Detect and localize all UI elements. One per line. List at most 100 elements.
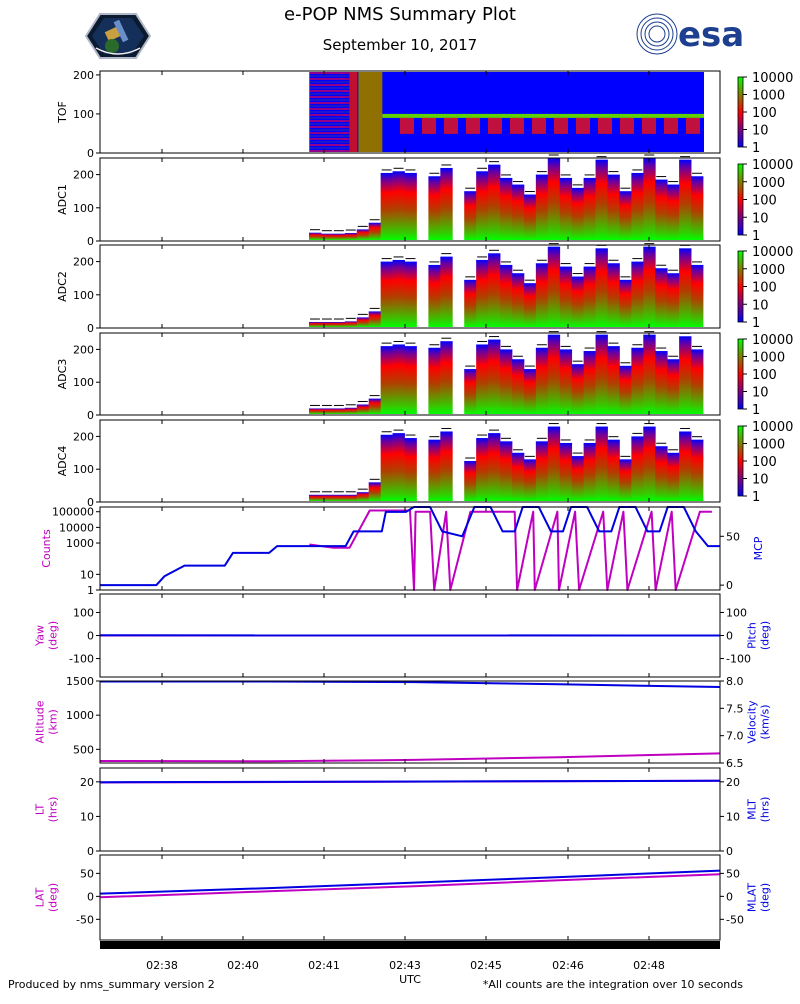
ylabel2-7-line-1: (km/s) [759,704,772,739]
ylabel2-6: Pitch(deg) [746,621,772,650]
spectro-column-1-17 [512,185,524,240]
spectro-column-2-8 [405,262,417,327]
ylabel-1: ADC1 [56,184,69,215]
ylabel-3: ADC3 [56,359,69,390]
panel-altitude-km: 500100015006.57.07.58.0Altitude(km)Veloc… [34,675,772,770]
figure-title: e-POP NMS Summary Plot [284,4,516,25]
spectro-column-3-17 [512,359,524,414]
spectro-column-2-0 [309,322,321,327]
spectro-column-1-15 [488,165,500,240]
spectro-column-3-1 [321,408,333,414]
spectro-column-4-5 [369,482,381,501]
colorbar-label-1-4: 1 [752,229,760,244]
spectro-column-3-26 [619,366,631,414]
colorbar-label-2-0: 10000 [752,245,793,260]
colorbar-label-4-1: 1000 [752,438,785,453]
y2tick-label-9-2: 50 [726,867,740,880]
ytick-label-8-0: 0 [87,845,94,858]
colorbar-label-3-0: 10000 [752,333,793,348]
spectro-column-1-28 [643,158,655,240]
panel-frame-7 [100,681,720,763]
spectro-column-1-18 [524,195,536,240]
spectro-column-4-27 [631,436,643,501]
tof-patch-13 [686,118,700,134]
spectro-column-1-13 [464,191,476,240]
spectro-column-4-28 [643,427,655,501]
spectro-column-1-4 [357,229,369,240]
colorbar-label-3-4: 1 [752,403,760,418]
tof-patch-12 [664,118,678,134]
spectro-column-4-0 [309,495,321,501]
spectro-column-3-29 [655,351,667,414]
spectro-column-4-26 [619,459,631,501]
ytick-label-2-1: 100 [73,289,94,302]
colorbar-label-4-0: 10000 [752,420,793,435]
colorbar-0 [738,77,743,147]
colorbar-label-3-3: 10 [752,386,769,401]
spectro-column-4-21 [560,443,572,501]
spectro-column-2-20 [548,247,560,327]
y2tick-label-5-1: 50 [726,530,740,543]
spectro-column-2-17 [512,273,524,327]
spectro-column-1-0 [309,233,321,240]
spectro-column-4-29 [655,446,667,501]
ytick-label-1-2: 200 [73,169,94,182]
spectro-column-4-20 [548,427,560,501]
ylabel-7-line-1: (km) [47,709,60,735]
ylabel-8: LT(hrs) [34,797,60,823]
ytick-label-0-0: 0 [87,147,94,160]
tof-red-block [349,72,357,152]
spectro-column-1-10 [428,176,440,240]
spectro-column-4-6 [381,435,393,501]
spectro-column-3-10 [428,348,440,414]
spectro-column-4-10 [428,440,440,501]
spectro-column-3-11 [440,341,452,414]
spectro-column-2-18 [524,283,536,327]
colorbar-label-0-4: 1 [752,141,760,156]
spectro-column-1-24 [596,160,608,240]
spectro-column-2-2 [333,322,345,327]
colorbar-label-2-2: 100 [752,281,777,296]
tof-patch-2 [444,118,458,134]
ylabel-9: LAT(deg) [34,883,60,912]
colorbar-2 [738,251,743,322]
spectro-column-2-28 [643,247,655,327]
colorbar-label-1-1: 1000 [752,176,785,191]
ytick-label-2-0: 0 [87,322,94,335]
ytick-label-5-2: 1000 [66,537,94,550]
xtick-label-4: 02:45 [470,959,502,972]
y2tick-label-8-2: 20 [726,776,740,789]
spectro-column-2-10 [428,265,440,327]
ytick-label-5-1: 10 [80,568,94,581]
spectro-column-1-1 [321,234,333,240]
series-5-0 [309,511,712,591]
spectro-column-2-16 [500,265,512,327]
tof-patch-4 [488,118,502,134]
spectro-column-1-14 [476,171,488,240]
y2tick-label-7-0: 6.5 [726,757,744,770]
spectro-column-4-7 [393,433,405,501]
colorbar-1 [738,164,743,235]
ylabel2-9-line-0: MLAT [746,883,759,913]
ylabel2-7: Velocity(km/s) [746,700,772,744]
spectro-column-2-19 [536,263,548,327]
spectro-column-2-14 [476,260,488,327]
ylabel-2: ADC2 [56,271,69,302]
y2tick-label-9-1: 0 [726,890,733,903]
spectro-column-2-32 [691,265,703,327]
spectro-column-4-22 [572,456,584,501]
spectro-column-1-3 [345,233,357,240]
spectro-column-2-27 [631,262,643,327]
y2tick-label-8-1: 10 [726,810,740,823]
spectro-column-4-32 [691,440,703,501]
y2tick-label-6-1: 0 [726,630,733,643]
tof-patch-1 [422,118,436,134]
spectro-column-4-15 [488,433,500,501]
ylabel-6: Yaw(deg) [34,621,60,650]
spectro-column-3-32 [691,349,703,414]
spectro-column-2-30 [667,273,679,327]
tof-patch-9 [598,118,612,134]
ylabel2-9-line-1: (deg) [759,883,772,912]
ytick-label-5-3: 100000 [52,506,94,519]
spectro-column-4-23 [584,443,596,501]
